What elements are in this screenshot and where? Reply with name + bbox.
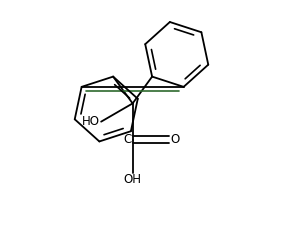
Text: OH: OH — [124, 173, 142, 186]
Text: HO: HO — [82, 115, 100, 128]
Text: O: O — [170, 133, 179, 146]
Text: C: C — [123, 133, 131, 146]
